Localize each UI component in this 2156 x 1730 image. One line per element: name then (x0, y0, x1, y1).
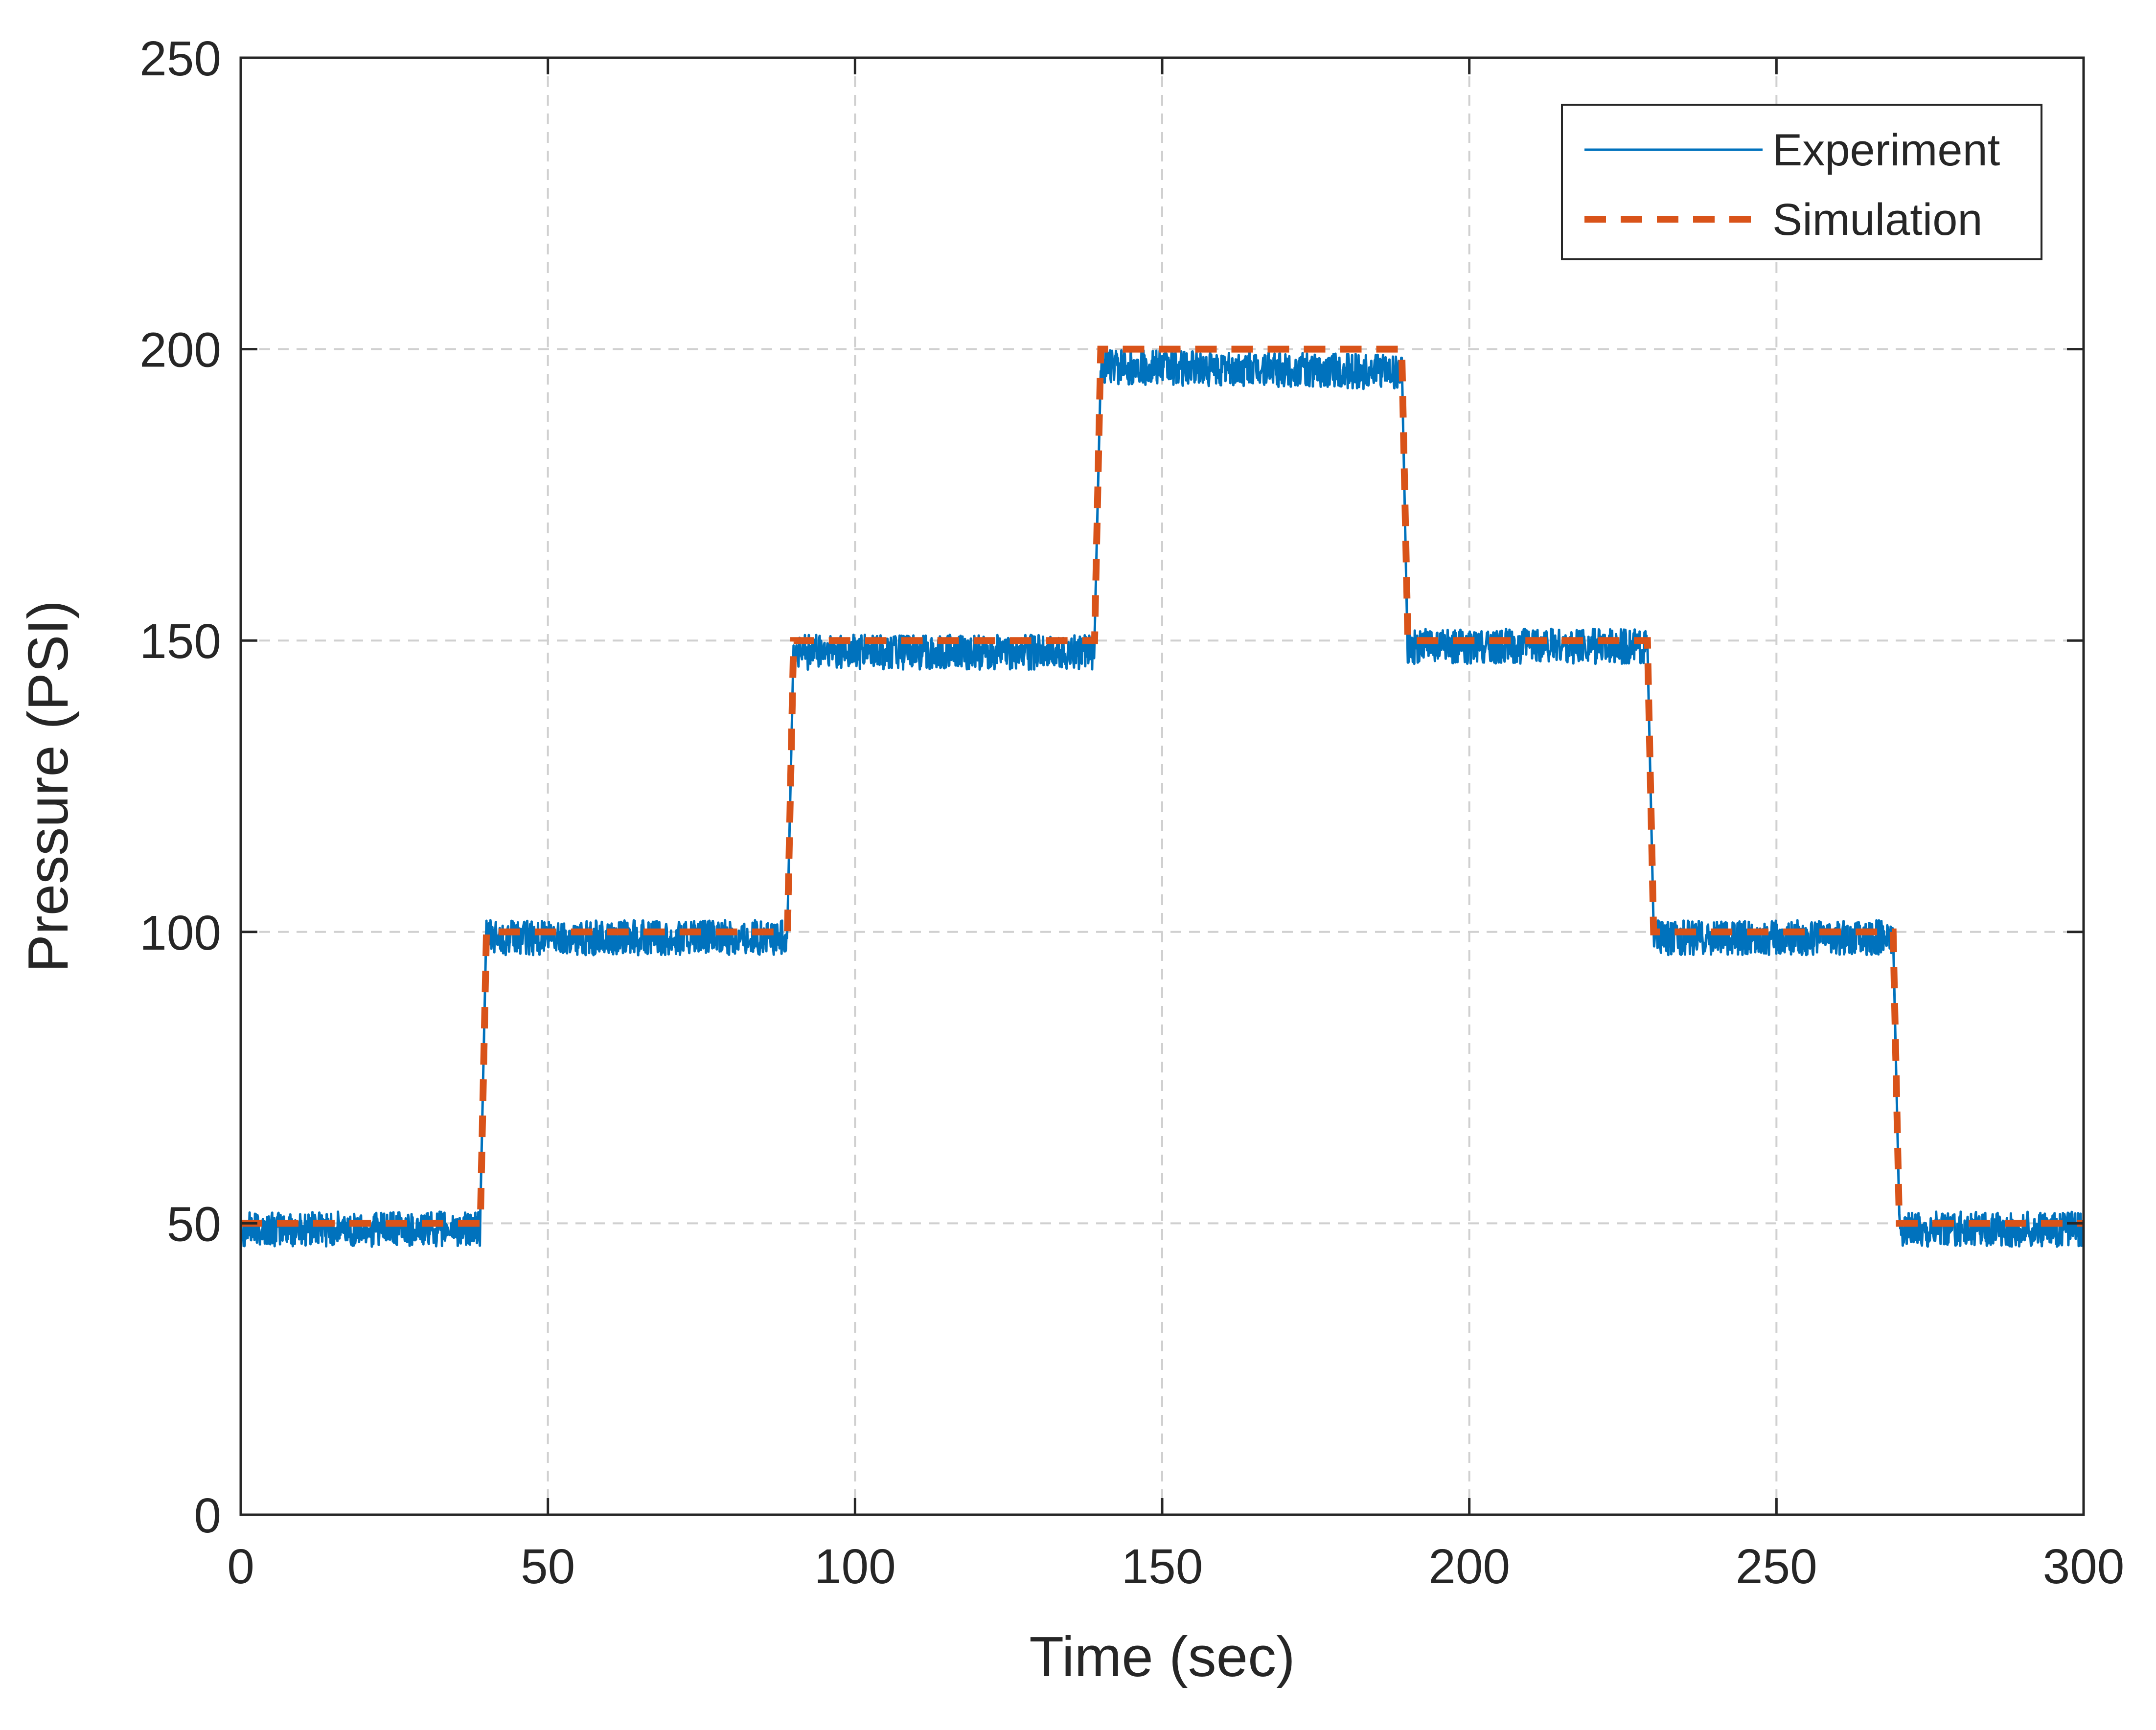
x-axis-label: Time (sec) (1029, 1625, 1295, 1688)
legend-box (1561, 104, 2042, 260)
x-tick-label: 200 (1428, 1539, 1510, 1594)
axes: 0 50 100 150 200 250 300 0 50 100 150 200 250 (139, 31, 2124, 1594)
x-tick-label: 250 (1736, 1539, 1817, 1594)
y-tick-label: 200 (139, 323, 221, 378)
x-tick-label: 150 (1122, 1539, 1203, 1594)
x-tick-label: 0 (227, 1539, 254, 1594)
y-tick-label: 250 (139, 31, 221, 86)
data-series (239, 345, 2085, 1248)
x-tick-label: 300 (2043, 1539, 2125, 1594)
y-tick-label: 50 (167, 1197, 221, 1252)
x-tick-label: 100 (814, 1539, 896, 1594)
y-tick-label: 100 (139, 906, 221, 960)
y-tick-label: 0 (194, 1488, 221, 1543)
series-line-experiment (239, 348, 2085, 1248)
legend-label-experiment: Experiment (1772, 125, 2000, 175)
y-axis-label: Pressure (PSI) (16, 600, 80, 973)
legend: Experiment Simulation (1561, 104, 2042, 260)
legend-label-simulation: Simulation (1772, 195, 1983, 245)
series-line-simulation (241, 345, 2084, 1227)
y-tick-label: 150 (139, 614, 221, 669)
x-tick-label: 50 (521, 1539, 575, 1594)
